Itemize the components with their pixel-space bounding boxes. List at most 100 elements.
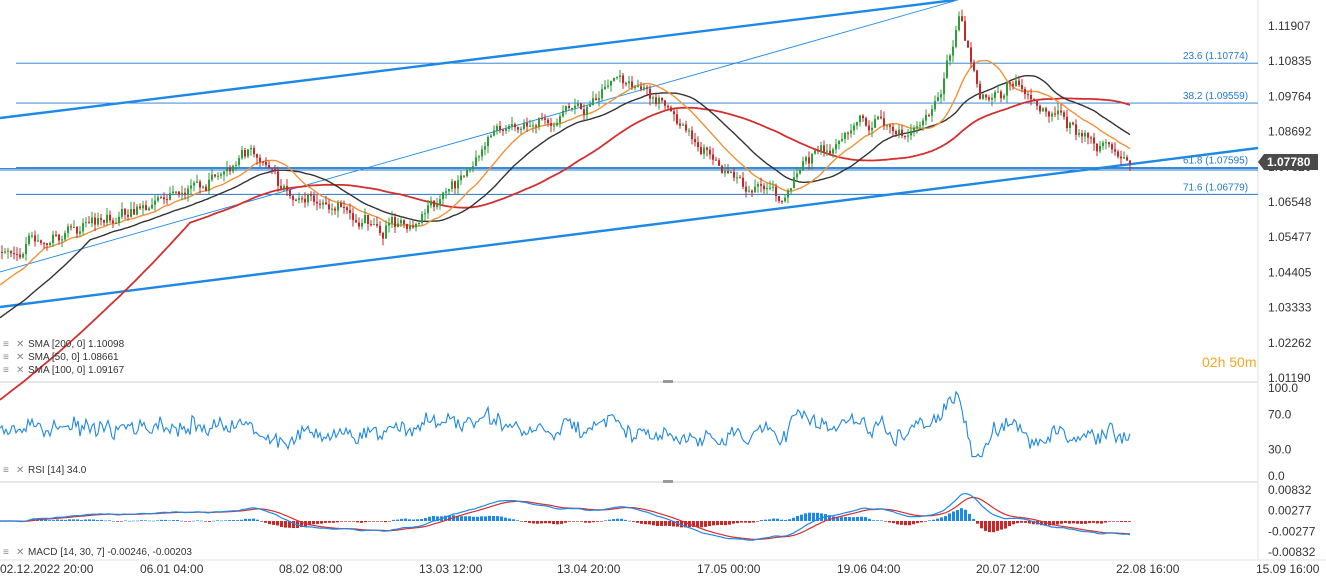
macd-histogram-bar <box>252 518 255 521</box>
settings-icon[interactable]: ≡ <box>3 465 9 476</box>
macd-histogram-bar <box>424 517 427 521</box>
candle-body <box>1099 145 1101 152</box>
rsi-legend[interactable]: ≡ ✕ RSI [14] 34.0 <box>3 465 87 476</box>
rsi-label: RSI [14] 34.0 <box>28 465 87 476</box>
candle-body <box>157 197 159 201</box>
candle-body <box>1009 82 1011 84</box>
candle-body <box>139 206 141 209</box>
candle-body <box>763 185 765 190</box>
candle-body <box>796 173 798 178</box>
candle-body <box>1039 105 1041 112</box>
candle-body <box>400 220 402 224</box>
close-icon[interactable]: ✕ <box>16 352 24 363</box>
macd-histogram-bar <box>788 519 791 521</box>
sma-50-line <box>0 59 1131 286</box>
macd-histogram-bar <box>416 519 419 521</box>
macd-histogram-bar <box>180 520 183 522</box>
macd-histogram-bar <box>172 520 175 521</box>
macd-histogram-bar <box>692 521 695 527</box>
candle-body <box>496 125 498 131</box>
macd-histogram-bar <box>1020 521 1023 523</box>
macd-histogram-bar <box>64 519 67 521</box>
macd-label: MACD [14, 30, 7] -0.00246, -0.00203 <box>28 547 192 558</box>
macd-histogram-bar <box>976 521 979 524</box>
sma-50-legend[interactable]: ≡ ✕ SMA [50, 0] 1.08661 <box>3 352 119 363</box>
macd-histogram-bar <box>732 521 735 524</box>
candle-body <box>769 187 771 189</box>
close-icon[interactable]: ✕ <box>16 547 24 558</box>
macd-histogram-bar <box>760 520 763 521</box>
candle-body <box>208 179 210 191</box>
candle-body <box>1123 157 1125 159</box>
candle-body <box>793 177 795 189</box>
candle-body <box>508 125 510 129</box>
candle-body <box>469 168 471 171</box>
macd-histogram-bar <box>1056 521 1059 525</box>
candle-body <box>970 47 972 63</box>
candle-body <box>991 97 993 100</box>
candle-body <box>940 94 942 98</box>
macd-histogram-bar <box>872 520 875 521</box>
settings-icon[interactable]: ≡ <box>3 339 9 350</box>
macd-histogram-bar <box>924 521 927 522</box>
settings-icon[interactable]: ≡ <box>3 547 9 558</box>
candle-body <box>379 225 381 233</box>
macd-tick-label: -0.00832 <box>1268 545 1316 559</box>
candle-body <box>475 157 477 167</box>
candle-body <box>670 107 672 112</box>
macd-histogram-bar <box>484 516 487 521</box>
candle-body <box>931 109 933 116</box>
rsi-resize-handle[interactable] <box>663 380 673 383</box>
candle-body <box>1090 137 1092 139</box>
macd-histogram-bar <box>76 519 79 521</box>
sma-100-legend[interactable]: ≡ ✕ SMA [100, 0] 1.09167 <box>3 365 125 376</box>
candle-body <box>394 217 396 227</box>
macd-resize-handle[interactable] <box>663 480 673 483</box>
macd-histogram-bar <box>444 515 447 521</box>
candle-body <box>664 100 666 106</box>
macd-histogram-bar <box>724 521 727 526</box>
macd-histogram-bar <box>684 521 687 528</box>
current-price-tag: 1.07780 <box>1258 154 1318 170</box>
candle-body <box>493 130 495 136</box>
candle-body <box>673 111 675 115</box>
macd-histogram-bar <box>412 519 415 521</box>
macd-histogram-bar <box>700 521 703 528</box>
settings-icon[interactable]: ≡ <box>3 365 9 376</box>
candle-body <box>322 202 324 205</box>
macd-histogram-bar <box>388 521 391 522</box>
macd-histogram-bar <box>604 520 607 521</box>
candle-body <box>541 118 543 120</box>
settings-icon[interactable]: ≡ <box>3 352 9 363</box>
candle-body <box>820 145 822 152</box>
macd-histogram-bar <box>1108 521 1111 522</box>
candle-body <box>127 214 129 217</box>
date-tick-label: 15.09 16:00 <box>1256 562 1320 576</box>
macd-histogram-bar <box>1096 521 1099 524</box>
candle-body <box>643 87 645 90</box>
candle-body <box>760 184 762 186</box>
close-icon[interactable]: ✕ <box>16 339 24 350</box>
rsi-tick-label: 70.0 <box>1268 407 1292 421</box>
sma-200-legend[interactable]: ≡ ✕ SMA [200, 0] 1.10098 <box>3 339 125 350</box>
candle-body <box>616 77 618 79</box>
close-icon[interactable]: ✕ <box>16 465 24 476</box>
candle-body <box>595 98 597 101</box>
candle-body <box>133 209 135 215</box>
candle-body <box>856 122 858 126</box>
date-tick-label: 02.12.2022 20:00 <box>0 562 94 576</box>
close-icon[interactable]: ✕ <box>16 365 24 376</box>
trend-lines[interactable] <box>0 0 1259 309</box>
price-tick-label: 1.04405 <box>1268 265 1312 279</box>
candle-body <box>835 144 837 150</box>
candle-body <box>1066 116 1068 128</box>
candle-body <box>94 217 96 225</box>
macd-histogram-bar <box>480 516 483 521</box>
macd-histogram-bar <box>944 516 947 521</box>
macd-legend[interactable]: ≡ ✕ MACD [14, 30, 7] -0.00246, -0.00203 <box>3 547 192 558</box>
macd-panel: 0.00832 0.00277 -0.00277 -0.00832 <box>0 483 1316 559</box>
sma-legend: ≡ ✕ SMA [200, 0] 1.10098 ≡ ✕ SMA [50, 0]… <box>3 339 125 376</box>
macd-histogram-bar <box>80 520 83 521</box>
candle-body <box>739 177 741 179</box>
